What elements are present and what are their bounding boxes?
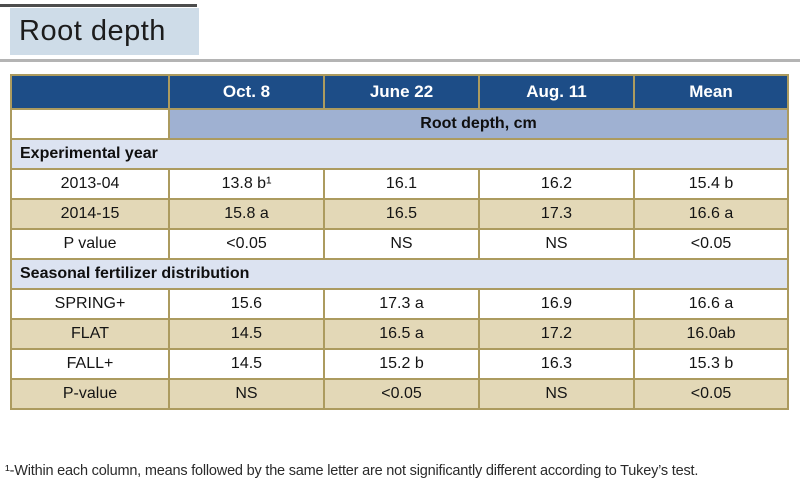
cell-oct8: 13.8 b¹ — [168, 168, 325, 200]
row-label: P value — [10, 228, 170, 260]
cell-aug11: NS — [478, 228, 635, 260]
cell-oct8: <0.05 — [168, 228, 325, 260]
cell-oct8: 15.6 — [168, 288, 325, 320]
cell-aug11: NS — [478, 378, 635, 410]
page-title: Root depth — [10, 8, 199, 55]
row-label: 2013-04 — [10, 168, 170, 200]
cell-mean: 16.6 a — [633, 198, 789, 230]
cell-june22: 16.5 a — [323, 318, 480, 350]
header-col-june22: June 22 — [323, 74, 480, 110]
cell-aug11: 17.2 — [478, 318, 635, 350]
row-label: P-value — [10, 378, 170, 410]
header-row: Oct. 8 June 22 Aug. 11 Mean — [10, 74, 789, 110]
cell-aug11: 16.3 — [478, 348, 635, 380]
footnote: ¹-Within each column, means followed by … — [5, 462, 699, 479]
cell-oct8: NS — [168, 378, 325, 410]
cell-june22: 16.5 — [323, 198, 480, 230]
cell-aug11: 17.3 — [478, 198, 635, 230]
cell-june22: 16.1 — [323, 168, 480, 200]
cell-june22: 17.3 a — [323, 288, 480, 320]
table-row-2013-04: 2013-04 13.8 b¹ 16.1 16.2 15.4 b — [10, 168, 789, 200]
header-col-oct8: Oct. 8 — [168, 74, 325, 110]
unit-header-cell: Root depth, cm — [168, 108, 789, 140]
cell-aug11: 16.2 — [478, 168, 635, 200]
cell-june22: <0.05 — [323, 378, 480, 410]
row-label: 2014-15 — [10, 198, 170, 230]
row-label: FALL+ — [10, 348, 170, 380]
section-experimental-year: Experimental year — [10, 138, 789, 170]
section-label: Experimental year — [10, 138, 789, 170]
cell-mean: 15.3 b — [633, 348, 789, 380]
table-row-p-value-year: P value <0.05 NS NS <0.05 — [10, 228, 789, 260]
cell-june22: NS — [323, 228, 480, 260]
cell-mean: <0.05 — [633, 228, 789, 260]
header-col-aug11: Aug. 11 — [478, 74, 635, 110]
cell-oct8: 14.5 — [168, 348, 325, 380]
cell-aug11: 16.9 — [478, 288, 635, 320]
header-col-mean: Mean — [633, 74, 789, 110]
header-corner-cell — [10, 74, 170, 110]
cell-june22: 15.2 b — [323, 348, 480, 380]
section-seasonal-fertilizer: Seasonal fertilizer distribution — [10, 258, 789, 290]
unit-row-blank-cell — [10, 108, 170, 140]
table-row-2014-15: 2014-15 15.8 a 16.5 17.3 16.6 a — [10, 198, 789, 230]
table-row-p-value-seasonal: P-value NS <0.05 NS <0.05 — [10, 378, 789, 410]
title-divider — [0, 59, 800, 62]
section-label: Seasonal fertilizer distribution — [10, 258, 789, 290]
cell-mean: <0.05 — [633, 378, 789, 410]
cell-oct8: 15.8 a — [168, 198, 325, 230]
row-label: FLAT — [10, 318, 170, 350]
cell-mean: 15.4 b — [633, 168, 789, 200]
table-row-spring: SPRING+ 15.6 17.3 a 16.9 16.6 a — [10, 288, 789, 320]
cell-oct8: 14.5 — [168, 318, 325, 350]
root-depth-table: Oct. 8 June 22 Aug. 11 Mean Root depth, … — [10, 74, 789, 410]
page-title-text: Root depth — [19, 15, 166, 47]
table-row-fall: FALL+ 14.5 15.2 b 16.3 15.3 b — [10, 348, 789, 380]
cell-mean: 16.6 a — [633, 288, 789, 320]
table-row-flat: FLAT 14.5 16.5 a 17.2 16.0ab — [10, 318, 789, 350]
unit-row: Root depth, cm — [10, 108, 789, 140]
row-label: SPRING+ — [10, 288, 170, 320]
title-top-rule — [0, 4, 197, 7]
cell-mean: 16.0ab — [633, 318, 789, 350]
